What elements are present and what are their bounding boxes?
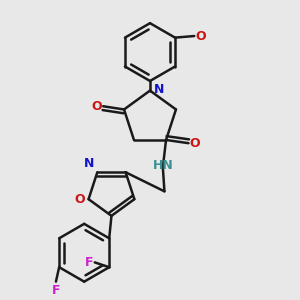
Text: F: F: [52, 284, 60, 297]
Text: HN: HN: [153, 159, 173, 172]
Text: O: O: [74, 193, 85, 206]
Text: O: O: [190, 137, 200, 150]
Text: F: F: [85, 256, 94, 269]
Text: N: N: [154, 83, 164, 96]
Text: O: O: [91, 100, 102, 113]
Text: N: N: [84, 157, 95, 170]
Text: O: O: [195, 29, 206, 43]
